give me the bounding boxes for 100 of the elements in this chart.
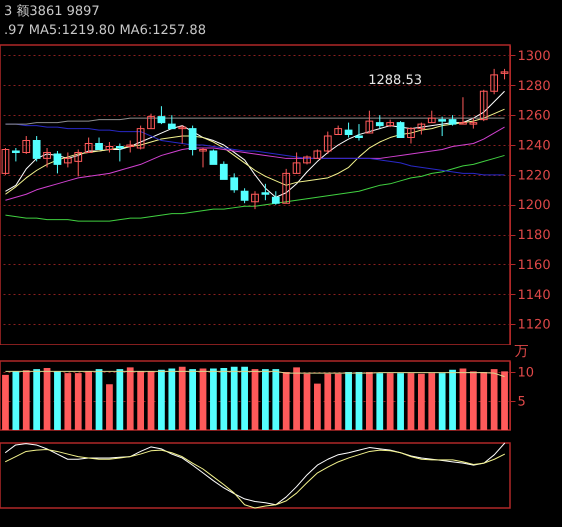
bar [314,384,321,430]
bar [345,372,352,430]
candlestick [230,172,238,194]
candlestick [324,131,332,154]
bar [501,371,508,430]
bar [33,369,40,430]
bar [148,371,154,430]
bar [334,374,342,430]
bar [2,374,9,430]
candlestick [74,148,82,177]
bar [262,369,269,430]
candlestick [199,147,207,168]
candlestick [188,125,196,156]
bar [460,368,466,430]
candlestick [251,190,259,210]
candlestick [168,114,176,130]
candlestick [365,110,374,134]
bar [418,374,425,430]
candlestick [147,113,155,130]
bar [106,384,113,430]
text: 3 额3861 9897 [4,3,101,21]
candlestick [210,148,218,165]
candlestick [178,125,186,144]
bar [438,373,446,430]
bar [54,371,61,430]
y-tick-label: 1160 [518,258,551,273]
bar [293,367,300,430]
bar [168,368,176,430]
candlestick [136,125,145,150]
candlestick [407,126,415,144]
bar [356,372,362,430]
y-tick-label: 1220 [518,168,551,184]
bar [137,371,144,430]
candlestick [344,122,352,138]
candlestick [448,114,456,126]
candlestick [64,152,72,168]
y-tick-label: 1120 [518,318,551,333]
bar [282,372,290,430]
bar [178,366,186,430]
bar [12,371,20,430]
bar [397,373,404,430]
candlestick [480,89,488,122]
y-tick-label: 10 [518,366,534,381]
candlestick [262,183,270,201]
candlestick [106,142,114,153]
bar [324,374,332,430]
bar [44,368,50,430]
candlestick [12,147,20,162]
candlestick [54,150,62,174]
line-series [4,154,506,222]
annotation: 1288.53 [368,73,422,88]
candlestick [2,147,10,176]
y-tick-label: 5 [518,394,526,410]
bar [408,373,414,430]
text: .97 MA5:1219.80 MA6:1257.88 [4,22,206,40]
bar [189,369,196,430]
candlestick [438,116,446,137]
candlestick [84,137,93,153]
candlestick [240,188,248,204]
bar [449,370,456,430]
bar [116,369,124,430]
bar [241,366,248,430]
bar [230,366,238,430]
candlestick [95,137,103,150]
bar [470,371,477,430]
y-tick-label: 1240 [518,138,551,154]
y-tick-label: 1180 [518,228,551,244]
bar [85,371,92,430]
y-tick-label: 1140 [518,288,551,303]
bar [428,373,436,430]
candlestick [417,122,426,136]
bar [74,373,82,430]
bar [386,373,394,430]
candlestick [500,68,508,80]
bar [490,369,498,430]
bar [64,373,72,430]
bar [220,368,228,430]
candlestick [292,152,300,174]
y-tick-label: 1280 [518,78,551,94]
bar [272,369,280,430]
bar [96,369,102,430]
bar [158,370,165,430]
candlestick [158,106,166,125]
y-tick-label: 1300 [518,48,551,64]
candlestick [126,140,134,153]
candlestick [376,114,384,130]
y-tick-label: 1200 [518,198,551,214]
candlestick [490,68,498,95]
bar [376,373,384,430]
bar [200,368,206,430]
candlestick [43,147,51,168]
bar [210,368,217,430]
bar [480,372,488,430]
candlestick [459,96,467,125]
candlestick [355,124,363,142]
candlestick [32,136,41,162]
candlestick [396,120,404,138]
bar [366,372,373,430]
candlestick [22,136,30,154]
candlestick [469,118,478,130]
